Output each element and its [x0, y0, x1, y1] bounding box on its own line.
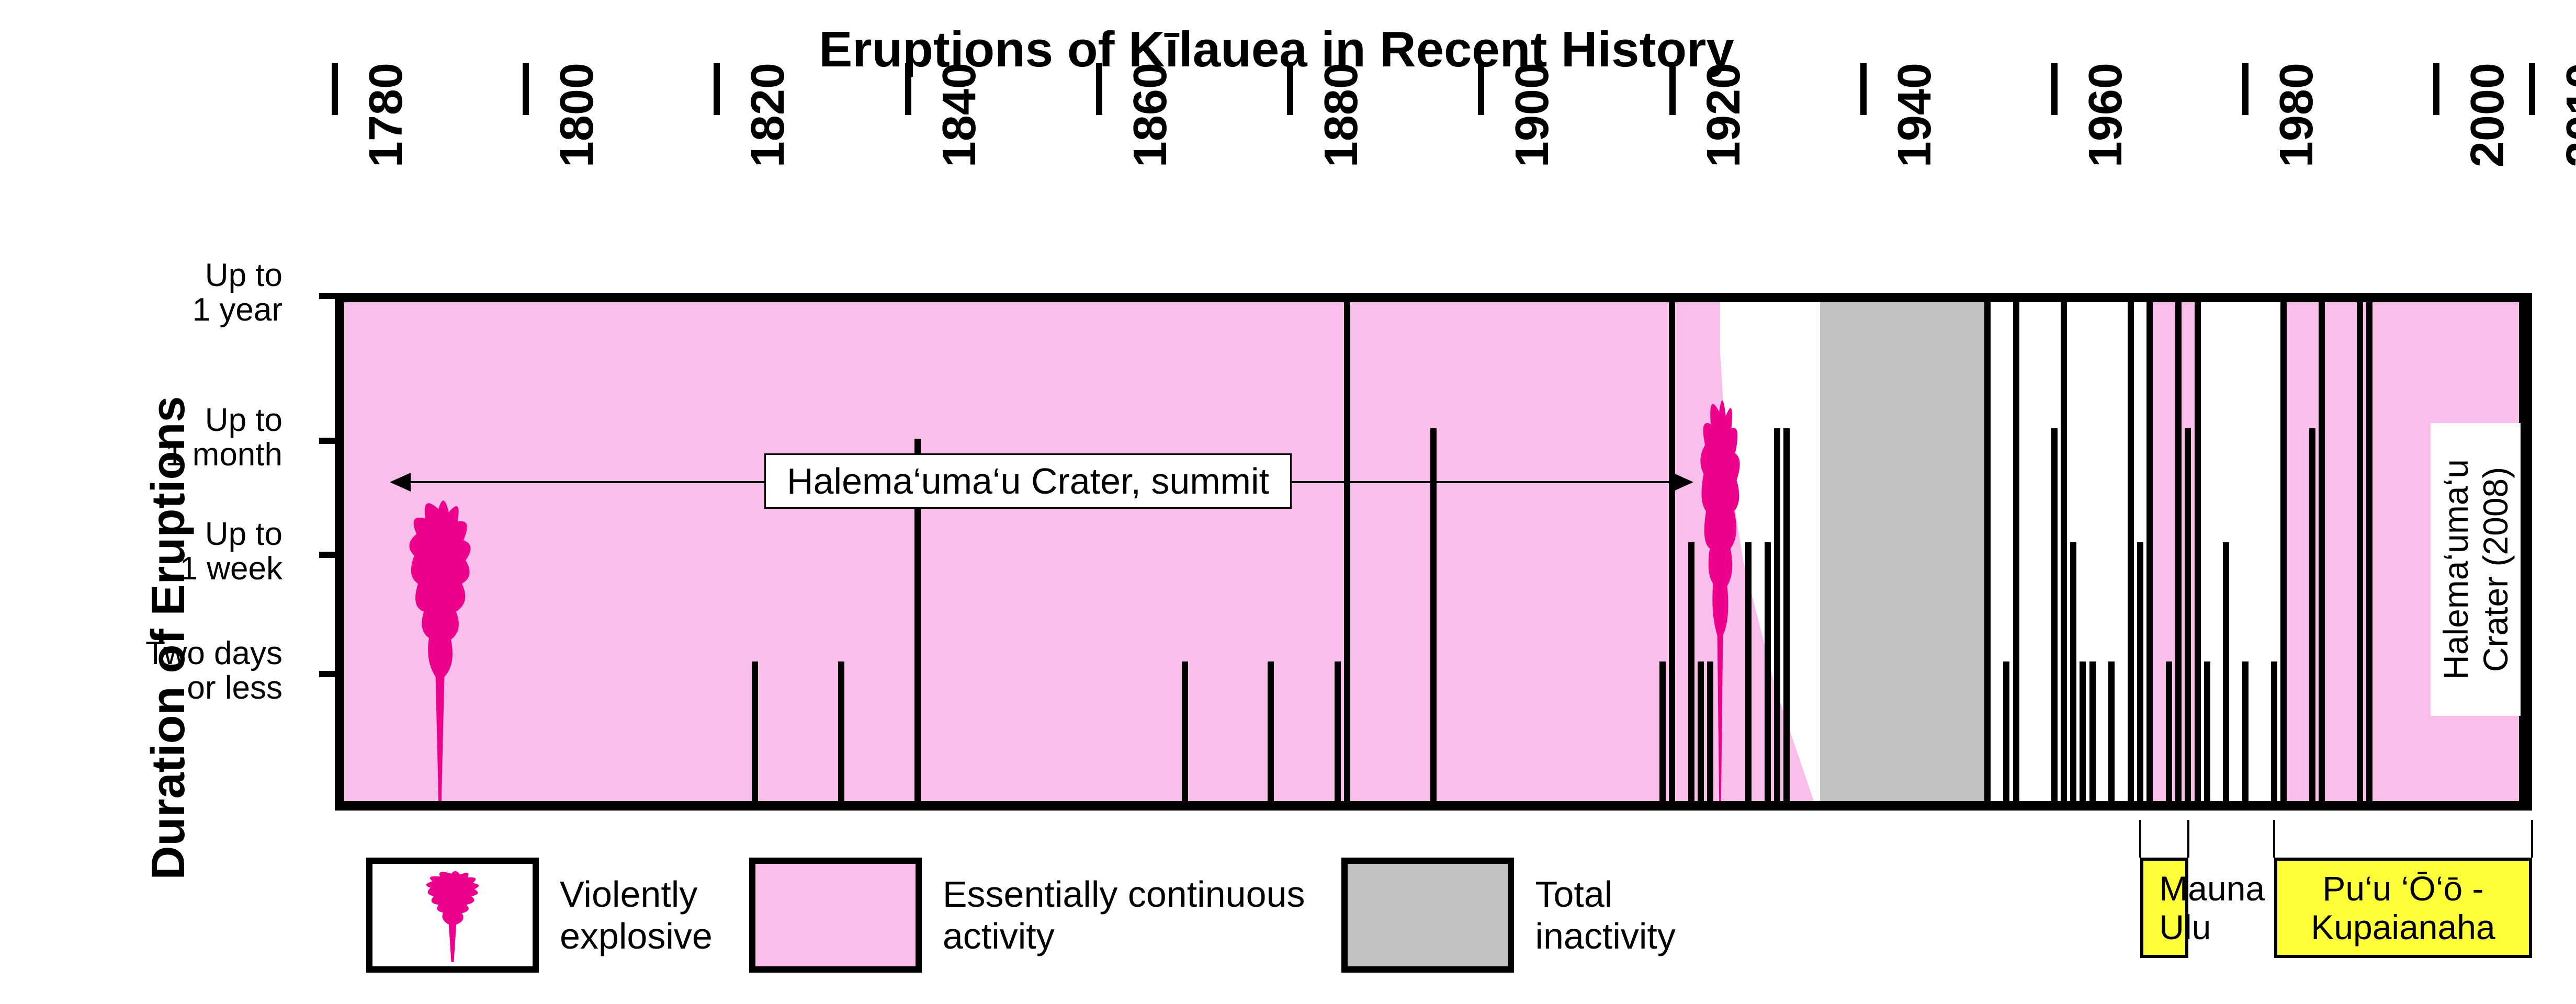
- leader-line: [2139, 820, 2141, 858]
- eruption-bar: [2070, 542, 2076, 801]
- callout-label: Halema‘uma‘u Crater, summit: [764, 453, 1292, 509]
- eruption-bar: [2137, 542, 2143, 801]
- eruption-bar: [1659, 661, 1666, 801]
- y-tick: Up to1 year: [94, 258, 335, 327]
- legend-swatch: [366, 858, 539, 973]
- bg-block: [1820, 302, 1987, 801]
- legend-swatch: [749, 858, 922, 973]
- eruption-bar: [2242, 661, 2249, 801]
- x-tick-label: 1820: [741, 63, 795, 220]
- x-tick-label: 1780: [359, 63, 413, 220]
- eruption-bar: [752, 661, 758, 801]
- eruption-bar: [2080, 661, 2086, 801]
- eruption-bar: [2003, 661, 2009, 801]
- eruption-bar: [2089, 661, 2096, 801]
- x-tick-label: 1900: [1506, 63, 1560, 220]
- legend-item: Violentlyexplosive: [366, 858, 713, 973]
- x-axis: 1780180018201840186018801900192019401960…: [335, 94, 2532, 293]
- arrow-head-left-icon: [390, 473, 411, 492]
- x-tick-label: 1880: [1315, 63, 1369, 220]
- eruption-bar: [2271, 661, 2277, 801]
- eruption-bar: [2185, 428, 2191, 801]
- eruption-bar: [2319, 293, 2325, 801]
- x-tick-label: 1940: [1888, 63, 1942, 220]
- x-tick-label: 1960: [2079, 63, 2133, 220]
- y-tick: Up to1 month: [94, 403, 335, 472]
- y-tick: Two daysor less: [94, 636, 335, 705]
- explosive-plume-icon: [403, 490, 477, 801]
- eruption-bar: [2175, 293, 2182, 801]
- leader-line: [2531, 820, 2533, 858]
- timeline-plot: Halema‘uma‘u Crater, summit Halema‘uma‘uC…: [335, 293, 2532, 811]
- eruption-bar: [1335, 661, 1341, 801]
- eruption-bar: [1268, 661, 1274, 801]
- eruption-bar: [2280, 293, 2287, 801]
- legend-item: Essentially continuousactivity: [749, 858, 1305, 973]
- legend-label: Violentlyexplosive: [560, 873, 713, 957]
- leader-line: [2273, 820, 2275, 858]
- eruption-bar: [2061, 293, 2067, 801]
- x-tick-label: 1980: [2270, 63, 2324, 220]
- eruption-bar: [2204, 661, 2210, 801]
- eruption-bar: [1783, 428, 1790, 801]
- bg-block: [1987, 302, 2150, 801]
- eruption-bar: [1765, 542, 1771, 801]
- region-tag: Pu‘u ‘Ō‘ō -Kupaianaha: [2274, 858, 2532, 958]
- x-tick-label: 1920: [1697, 63, 1751, 220]
- legend-item: Totalinactivity: [1341, 858, 1675, 973]
- legend-swatch: [1341, 858, 1514, 973]
- eruption-bar: [2195, 293, 2201, 801]
- eruption-bar: [2108, 661, 2115, 801]
- legend-label: Totalinactivity: [1535, 873, 1675, 957]
- eruption-bar: [2166, 661, 2172, 801]
- leader-line: [2187, 820, 2189, 858]
- eruption-bar: [1984, 293, 1991, 801]
- right-rotated-label: Halema‘uma‘uCrater (2008): [2431, 423, 2521, 716]
- eruption-bar: [2309, 428, 2315, 801]
- legend-label: Essentially continuousactivity: [943, 873, 1305, 957]
- bg-block: [344, 302, 1720, 801]
- x-tick-label: 1840: [933, 63, 987, 220]
- eruption-bar: [2357, 293, 2363, 801]
- eruption-bar: [1344, 293, 1350, 801]
- eruption-bar: [2366, 293, 2372, 801]
- eruption-bar: [838, 661, 844, 801]
- eruption-bar: [2223, 542, 2229, 801]
- eruption-bar: [2146, 293, 2153, 801]
- explosive-plume-icon: [1697, 387, 1744, 801]
- eruption-bar: [1774, 428, 1780, 801]
- eruption-bar: [1182, 661, 1188, 801]
- eruption-bar: [1688, 542, 1694, 801]
- region-tag: MaunaUlu: [2140, 858, 2188, 958]
- x-tick-label: 1860: [1124, 63, 1178, 220]
- x-tick-label: 2000: [2461, 63, 2515, 220]
- eruption-bar: [1430, 428, 1437, 801]
- eruption-bar: [1745, 542, 1752, 801]
- y-axis: Duration of Eruptions Up to1 yearUp to1 …: [73, 293, 335, 983]
- x-tick-label: 1800: [550, 63, 604, 220]
- eruption-bar: [1669, 293, 1675, 801]
- eruption-bar: [2013, 293, 2019, 801]
- eruption-bar: [2128, 293, 2134, 801]
- x-tick-label: 2010: [2557, 63, 2576, 220]
- arrow-head-right-icon: [1673, 473, 1693, 492]
- eruption-bar: [2051, 428, 2058, 801]
- chart-area: 1780180018201840186018801900192019401960…: [21, 94, 2532, 983]
- y-tick: Up to1 week: [94, 517, 335, 586]
